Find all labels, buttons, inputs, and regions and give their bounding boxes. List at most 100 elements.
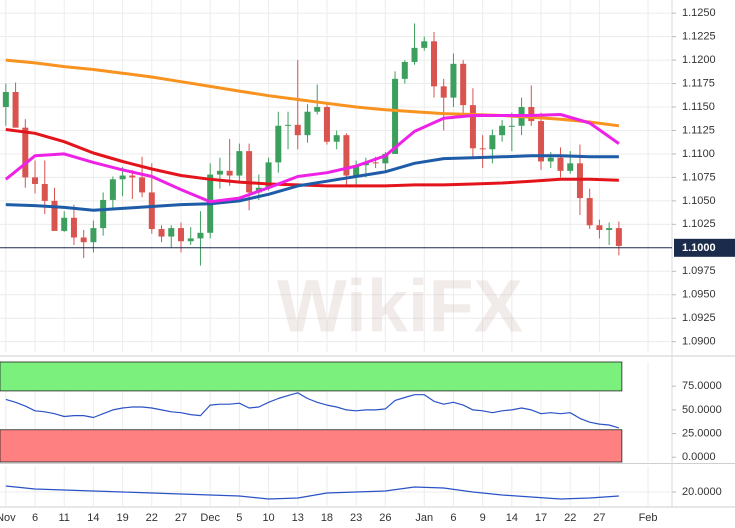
candle-body [129, 175, 136, 178]
x-tick-label: Nov [0, 512, 16, 524]
candle-body [567, 163, 574, 171]
candle-body [158, 229, 165, 237]
x-tick-label: 19 [116, 512, 128, 524]
candle-body [499, 125, 506, 136]
y-tick-label: 0.0000 [682, 451, 716, 463]
candle-body [557, 157, 564, 171]
x-tick-label: Dec [200, 512, 220, 524]
candle-body [32, 177, 39, 184]
x-tick-label: 18 [321, 512, 333, 524]
candle-body [139, 177, 146, 193]
candle-body [586, 198, 593, 226]
candle-body [430, 41, 437, 87]
y-tick-label: 1.1100 [682, 148, 715, 160]
x-tick-label: 26 [379, 512, 391, 524]
x-tick-label: 22 [146, 512, 158, 524]
candle-body [489, 135, 496, 150]
candle-body [596, 225, 603, 230]
x-tick-label: 22 [564, 512, 576, 524]
candle-body [304, 111, 311, 136]
x-tick-label: 11 [59, 512, 70, 524]
candle-body [246, 151, 253, 193]
indicator-line [5, 154, 619, 212]
x-tick-label: Jan [415, 512, 433, 524]
candle-body [401, 61, 408, 79]
candle-body [119, 175, 126, 180]
candle-body [187, 238, 194, 242]
candle-body [450, 63, 457, 98]
y-tick-label: 1.1175 [682, 77, 715, 89]
candle-body [197, 232, 204, 239]
x-tick-label: 10 [262, 512, 274, 524]
x-tick-label: 27 [593, 512, 605, 524]
candle-body [508, 125, 515, 127]
y-tick-label: 75.0000 [682, 380, 722, 392]
x-tick-label: 13 [292, 512, 304, 524]
candle-body [70, 217, 77, 238]
band [0, 429, 623, 463]
candle-body [80, 237, 87, 243]
candle-body [22, 127, 29, 178]
x-tick-label: 6 [450, 512, 456, 524]
y-tick-label: 1.1125 [682, 124, 715, 136]
indicator-line [5, 485, 619, 500]
candle-body [148, 192, 155, 230]
x-tick-label: 6 [32, 512, 38, 524]
candle-body [41, 183, 48, 201]
candle-body [411, 47, 418, 62]
candle-body [372, 162, 379, 164]
indicator-line [4, 113, 620, 204]
y-tick-label: 1.1050 [682, 195, 716, 207]
y-tick-label: 1.1075 [682, 171, 716, 183]
candle-body [2, 91, 9, 108]
x-tick-label: 27 [175, 512, 187, 524]
candle-body [469, 105, 476, 149]
candle-body [275, 125, 282, 163]
x-tick-label: 14 [87, 512, 99, 524]
candle-body [479, 148, 486, 150]
candle-body [294, 124, 301, 136]
indicator-line [5, 392, 620, 429]
y-tick-label: 1.0950 [682, 289, 716, 301]
candle-body [168, 228, 175, 237]
last-price-box [674, 238, 735, 257]
y-tick-label: 1.1250 [682, 7, 716, 19]
candle-body [216, 170, 223, 175]
y-tick-label: 20.0000 [682, 486, 722, 498]
candle-body [323, 107, 330, 142]
y-tick-label: 1.1025 [682, 218, 716, 230]
x-tick-label: 14 [506, 512, 518, 524]
candle-body [392, 78, 399, 154]
watermark: WikiFX [277, 265, 523, 348]
candle-body [382, 153, 389, 164]
candle-body [90, 228, 97, 243]
candle-body [440, 86, 447, 98]
y-tick-label: 1.0975 [682, 265, 716, 277]
candle-body [460, 63, 467, 106]
candle-body [285, 124, 292, 126]
y-tick-label: 1.0900 [682, 336, 716, 348]
candle-body [109, 179, 116, 200]
x-tick-label: Feb [639, 512, 658, 524]
y-tick-label: 1.0925 [682, 312, 716, 324]
x-tick-label: 5 [236, 512, 242, 524]
candle-body [606, 228, 613, 230]
y-tick-label: 25.0000 [682, 427, 722, 439]
y-tick-label: 50.0000 [682, 404, 722, 416]
x-tick-label: 23 [350, 512, 362, 524]
y-tick-label: 1.1150 [682, 101, 715, 113]
x-tick-label: 17 [535, 512, 547, 524]
candle-body [100, 199, 107, 229]
candle-body [538, 121, 545, 162]
candle-body [353, 165, 360, 176]
candle-body [343, 135, 350, 176]
y-tick-label: 1.1225 [682, 31, 716, 43]
candle-body [615, 228, 622, 246]
candle-body [236, 151, 243, 176]
x-tick-label: 9 [480, 512, 486, 524]
candle-body [51, 200, 58, 231]
candle-body [421, 41, 428, 48]
band [0, 361, 623, 392]
last-price-label: 1.1000 [682, 242, 716, 254]
